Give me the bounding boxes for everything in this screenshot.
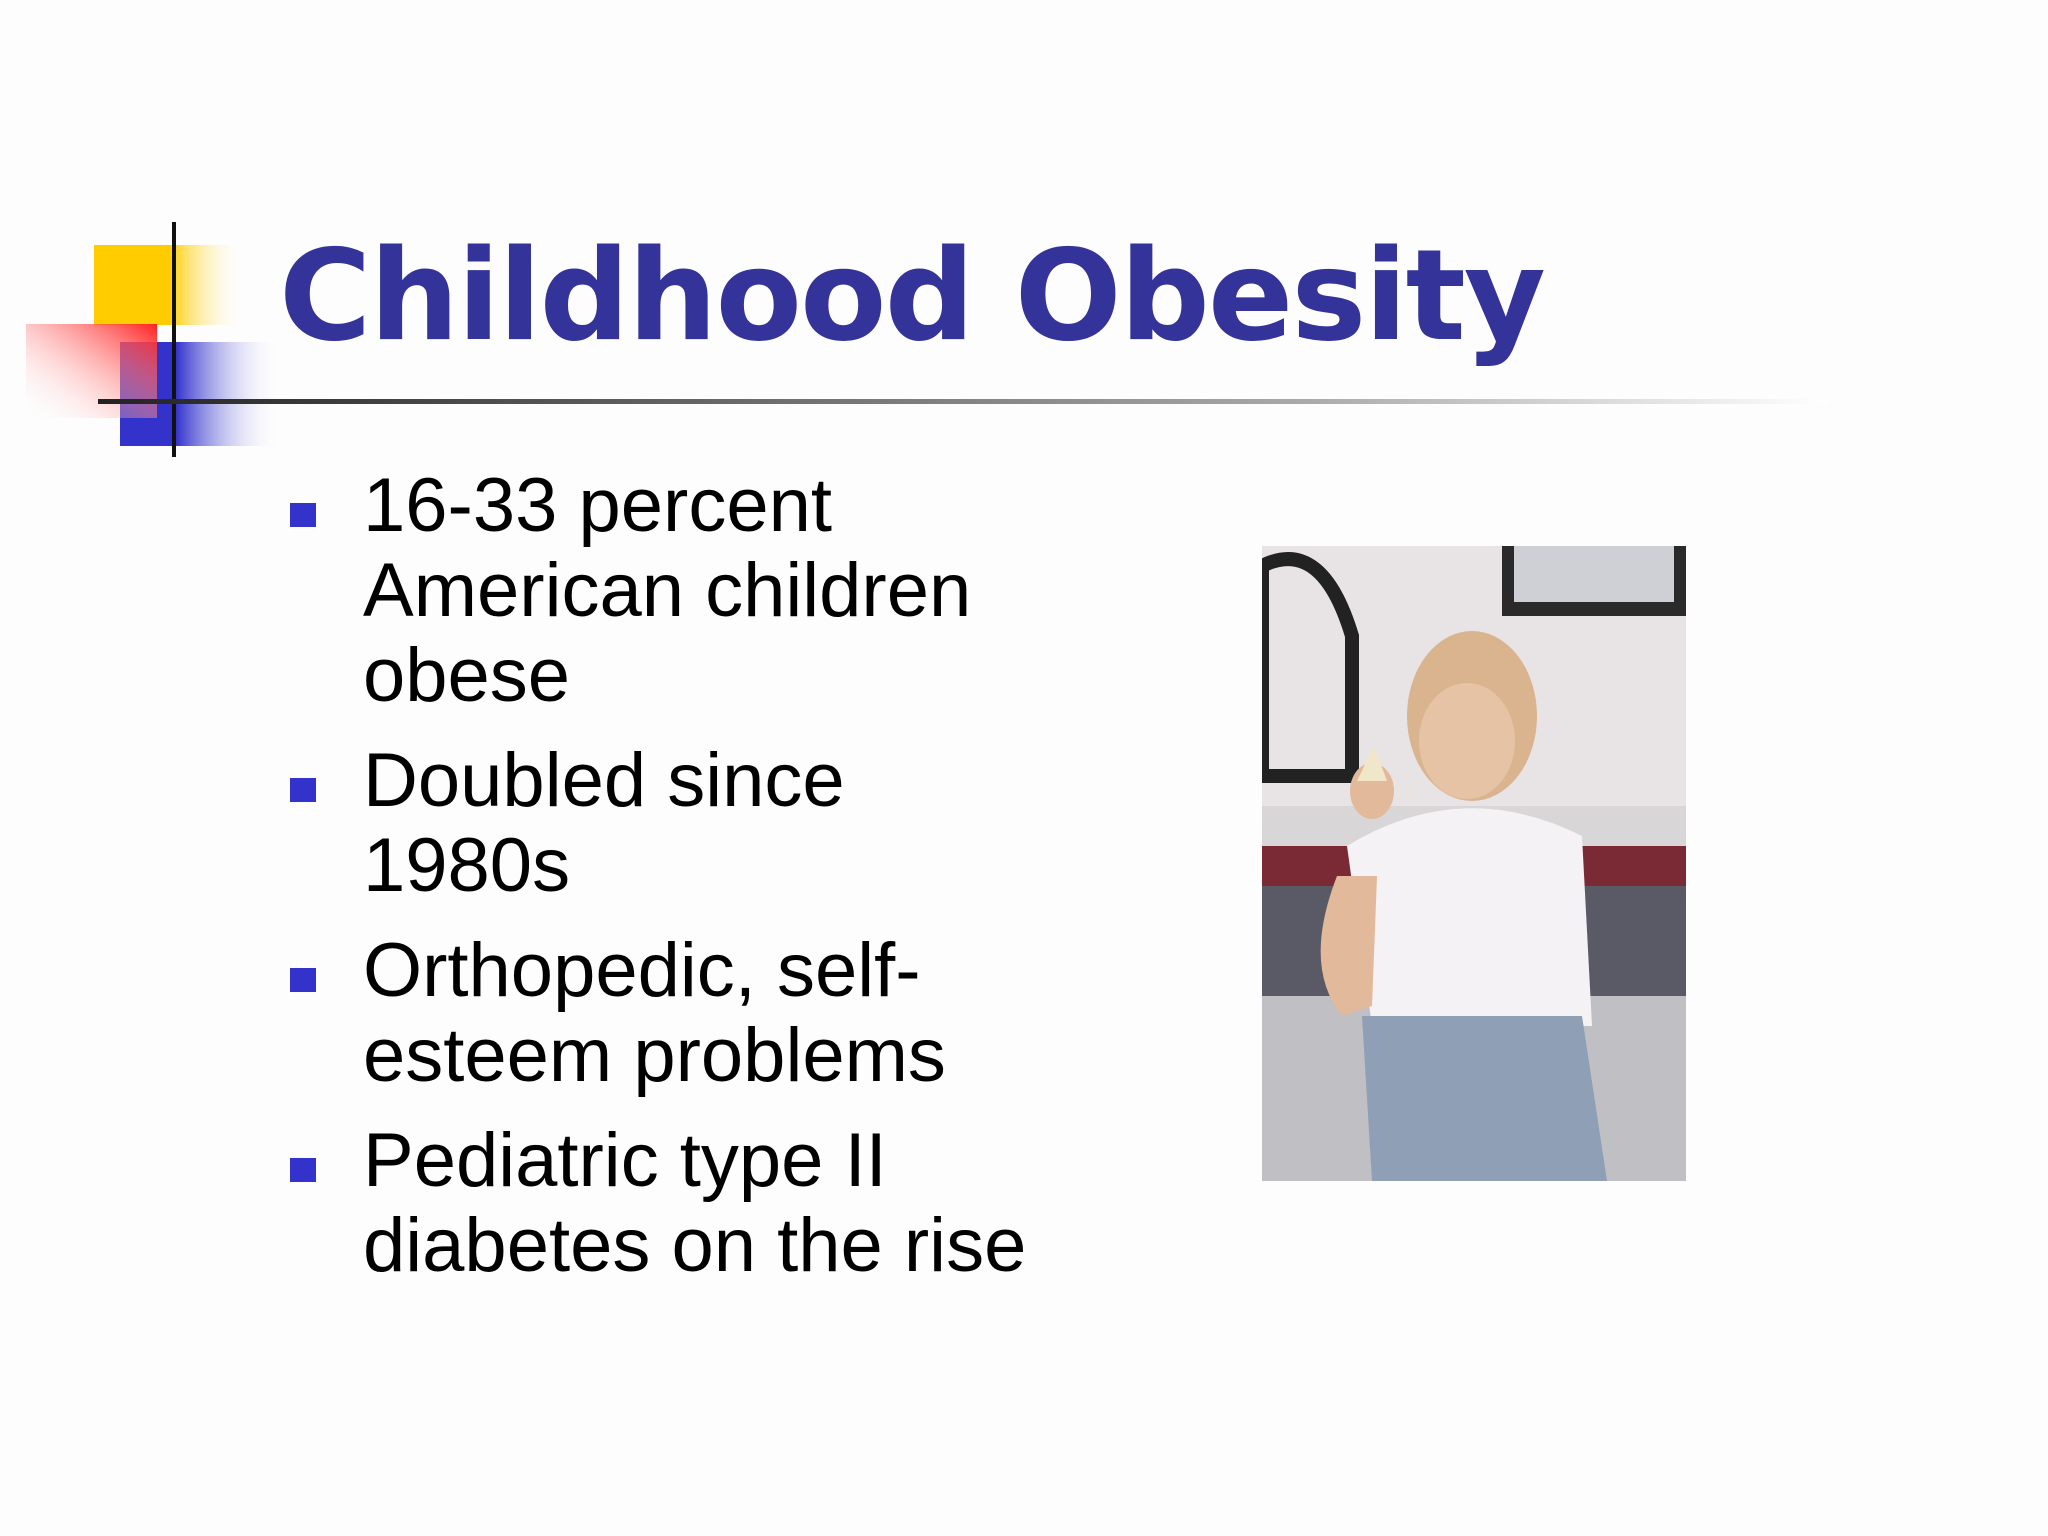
bullet-item: 16-33 percent American children obese [290, 463, 1043, 718]
vertical-rule [172, 222, 176, 457]
bullet-item: Orthopedic, self-esteem problems [290, 928, 1043, 1098]
bullet-list: 16-33 percent American children obese Dou… [290, 463, 1090, 1308]
bullet-text: Orthopedic, self-esteem problems [363, 928, 946, 1098]
bullet-text: Doubled since 1980s [363, 738, 845, 908]
title-rule [98, 399, 1828, 404]
slide-title: Childhood Obesity [279, 222, 1546, 369]
bullet-item: Pediatric type II diabetes on the rise [290, 1118, 1043, 1288]
bullet-marker [290, 503, 316, 527]
bullet-marker [290, 1158, 316, 1182]
yellow-square [94, 245, 244, 325]
bullet-item: Doubled since 1980s [290, 738, 1043, 908]
bullet-marker [290, 778, 316, 802]
bullet-marker [290, 968, 316, 992]
bullet-text: 16-33 percent American children obese [363, 463, 972, 718]
bullet-text: Pediatric type II diabetes on the rise [363, 1118, 1027, 1288]
photo [1262, 546, 1686, 1181]
